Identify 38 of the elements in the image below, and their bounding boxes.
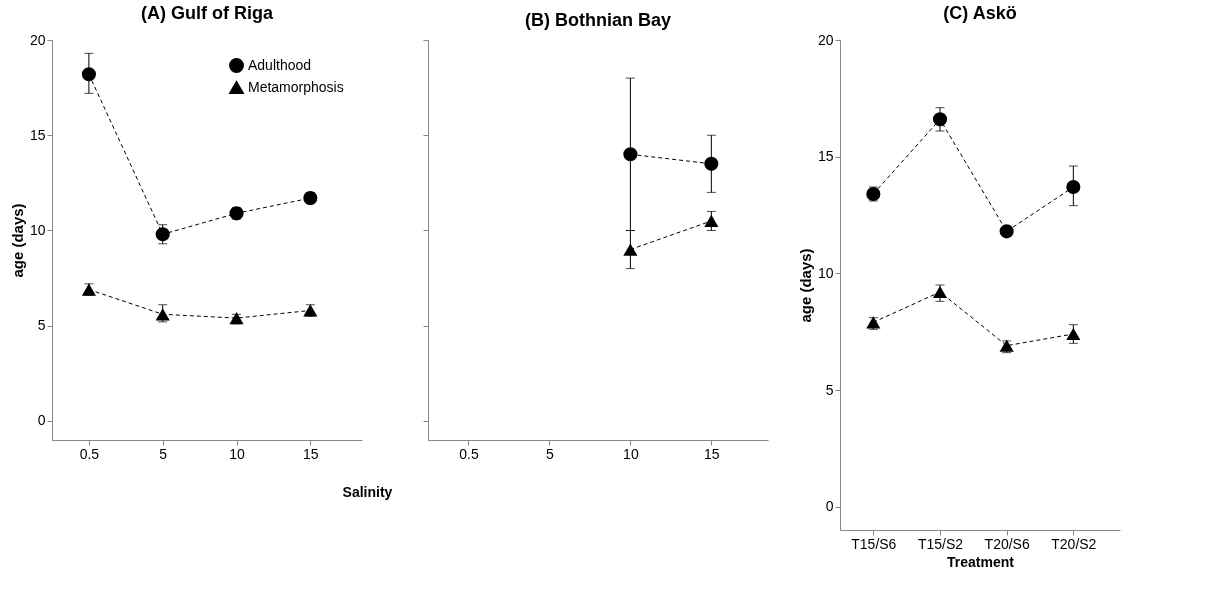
legend-label: Metamorphosis — [248, 78, 344, 95]
x-tick-label: 15 — [704, 445, 720, 462]
chart-title: (B) Bothnian Bay — [525, 9, 671, 30]
point — [81, 67, 96, 82]
x-tick-label: 5 — [546, 445, 555, 462]
x-tick-label: 15 — [303, 445, 319, 462]
y-tick-label: 0 — [37, 412, 46, 429]
x-tick-label: T15/S2 — [917, 535, 964, 552]
y-axis-title: age (days) — [8, 203, 26, 278]
x-tick-label: T15/S6 — [851, 535, 897, 552]
x-axis-title: Treatment — [947, 553, 1015, 570]
x-tick-label: 0.5 — [459, 445, 479, 462]
point — [155, 308, 170, 321]
point — [704, 156, 719, 171]
legend-label: Adulthood — [248, 56, 312, 73]
y-tick-label: 15 — [817, 148, 834, 165]
y-tick-label: 5 — [825, 381, 834, 398]
x-tick-label: T20/S2 — [1051, 535, 1097, 552]
x-tick-label: 0.5 — [79, 445, 100, 462]
chart-title: (A) Gulf of Riga — [141, 3, 274, 23]
point — [623, 147, 638, 162]
y-tick-label: 20 — [29, 31, 46, 48]
x-tick-label: 10 — [623, 445, 639, 462]
point — [932, 112, 948, 127]
x-tick-label: 10 — [229, 445, 246, 462]
point — [999, 224, 1014, 239]
y-tick-label: 10 — [29, 221, 46, 238]
y-tick-label: 5 — [37, 317, 46, 334]
y-axis-title: age (days) — [796, 248, 814, 323]
y-tick-label: 20 — [817, 31, 834, 48]
y-tick-label: 0 — [825, 498, 834, 515]
chart-title: (C) Askö — [943, 3, 1017, 23]
y-tick-label: 10 — [817, 264, 834, 281]
x-axis-title: Salinity — [342, 483, 393, 500]
y-tick-label: 15 — [29, 126, 46, 143]
x-tick-label: T20/S6 — [984, 535, 1030, 552]
x-tick-label: 5 — [159, 445, 168, 462]
point — [1066, 179, 1081, 195]
